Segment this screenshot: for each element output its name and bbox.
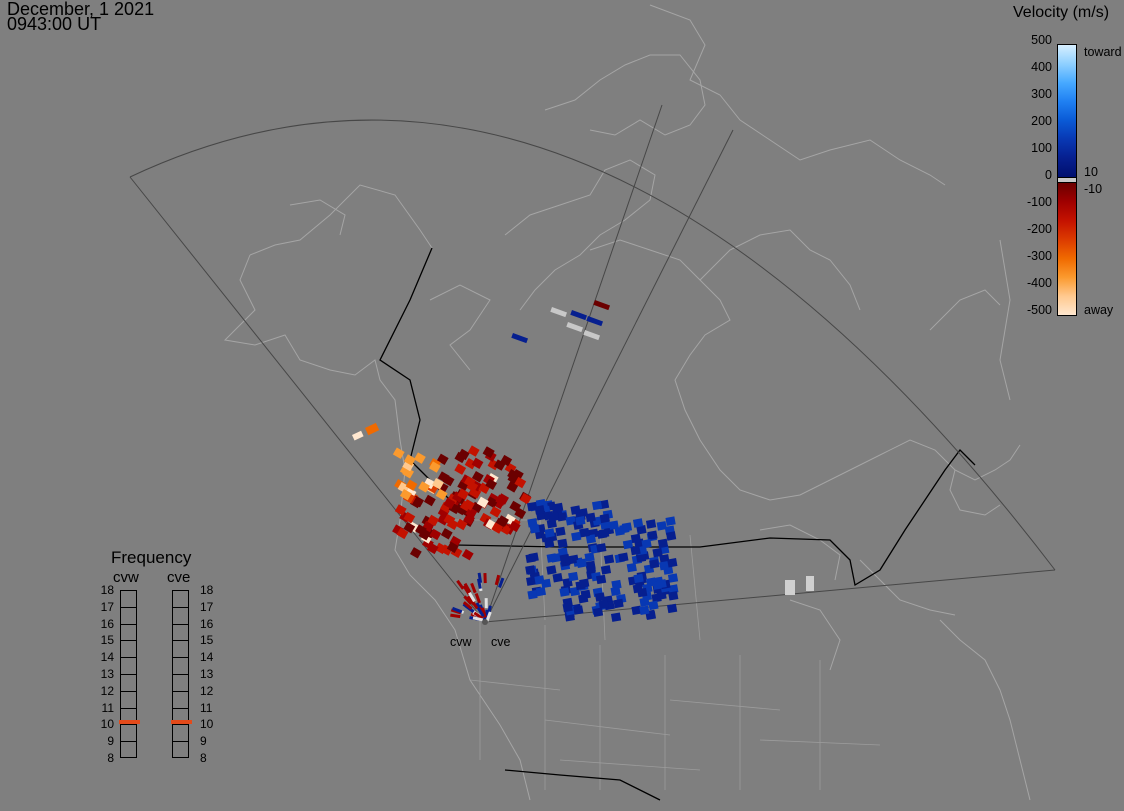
time-label: 0943:00 UT xyxy=(7,14,102,34)
freq-tick-left: 16 xyxy=(100,616,114,631)
freq-tick-right: 15 xyxy=(200,633,214,648)
velocity-tick: 300 xyxy=(1031,87,1052,101)
velocity-tick: -100 xyxy=(1026,195,1052,209)
freq-tick-left: 12 xyxy=(100,683,114,698)
range-gates xyxy=(351,300,814,622)
freq-tick-left: 10 xyxy=(100,717,114,732)
freq-tick-left: 14 xyxy=(100,650,114,665)
radar-site-marker xyxy=(482,619,488,625)
velocity-tick: -500 xyxy=(1026,303,1052,317)
freq-tick-left: 18 xyxy=(100,583,114,597)
toward-label: toward xyxy=(1084,45,1122,59)
freq-header-cvw: cvw xyxy=(113,569,139,586)
velocity-tick: -300 xyxy=(1026,249,1052,263)
site-label-cve: cve xyxy=(491,635,511,649)
velocity-tick: -200 xyxy=(1026,222,1052,236)
freq-tick-right: 12 xyxy=(200,683,214,698)
freq-tick-right: 17 xyxy=(200,599,214,614)
freq-tick-right: 11 xyxy=(200,700,213,715)
freq-tick-right: 18 xyxy=(200,583,214,597)
site-label-cvw: cvw xyxy=(450,635,472,649)
pos-threshold-label: 10 xyxy=(1084,165,1098,179)
frequency-marker xyxy=(171,720,192,725)
velocity-tick: 200 xyxy=(1031,114,1052,128)
velocity-color-bar xyxy=(1057,44,1077,316)
freq-tick-right: 16 xyxy=(200,616,214,631)
coastlines xyxy=(223,4,1031,801)
ground-scatter-band xyxy=(1058,177,1076,183)
freq-tick-right: 10 xyxy=(200,717,214,732)
neg-threshold-label: -10 xyxy=(1084,182,1103,196)
velocity-tick: -400 xyxy=(1026,276,1052,290)
velocity-tick: 400 xyxy=(1031,60,1052,74)
frequency-scale-cve xyxy=(171,590,192,758)
frequency-marker xyxy=(119,720,140,725)
freq-tick-right: 8 xyxy=(200,751,207,765)
frequency-title: Frequency xyxy=(111,548,192,567)
freq-tick-right: 14 xyxy=(200,650,214,665)
velocity-tick: 500 xyxy=(1031,33,1052,47)
freq-tick-left: 8 xyxy=(107,751,114,765)
velocity-tick: 100 xyxy=(1031,141,1052,155)
freq-header-cve: cve xyxy=(167,569,191,586)
freq-tick-right: 9 xyxy=(200,734,207,749)
freq-tick-left: 11 xyxy=(101,700,114,715)
away-label: away xyxy=(1084,303,1114,317)
velocity-tick: 0 xyxy=(1045,168,1052,182)
freq-tick-right: 13 xyxy=(200,667,214,681)
freq-tick-left: 17 xyxy=(100,599,114,614)
freq-tick-left: 15 xyxy=(100,633,114,648)
date-label: December, 1 2021 xyxy=(7,0,155,19)
freq-tick-left: 13 xyxy=(100,667,114,681)
frequency-scale-cvw xyxy=(119,590,140,758)
freq-tick-left: 9 xyxy=(107,734,114,749)
velocity-scale-title: Velocity (m/s) xyxy=(1013,4,1110,21)
